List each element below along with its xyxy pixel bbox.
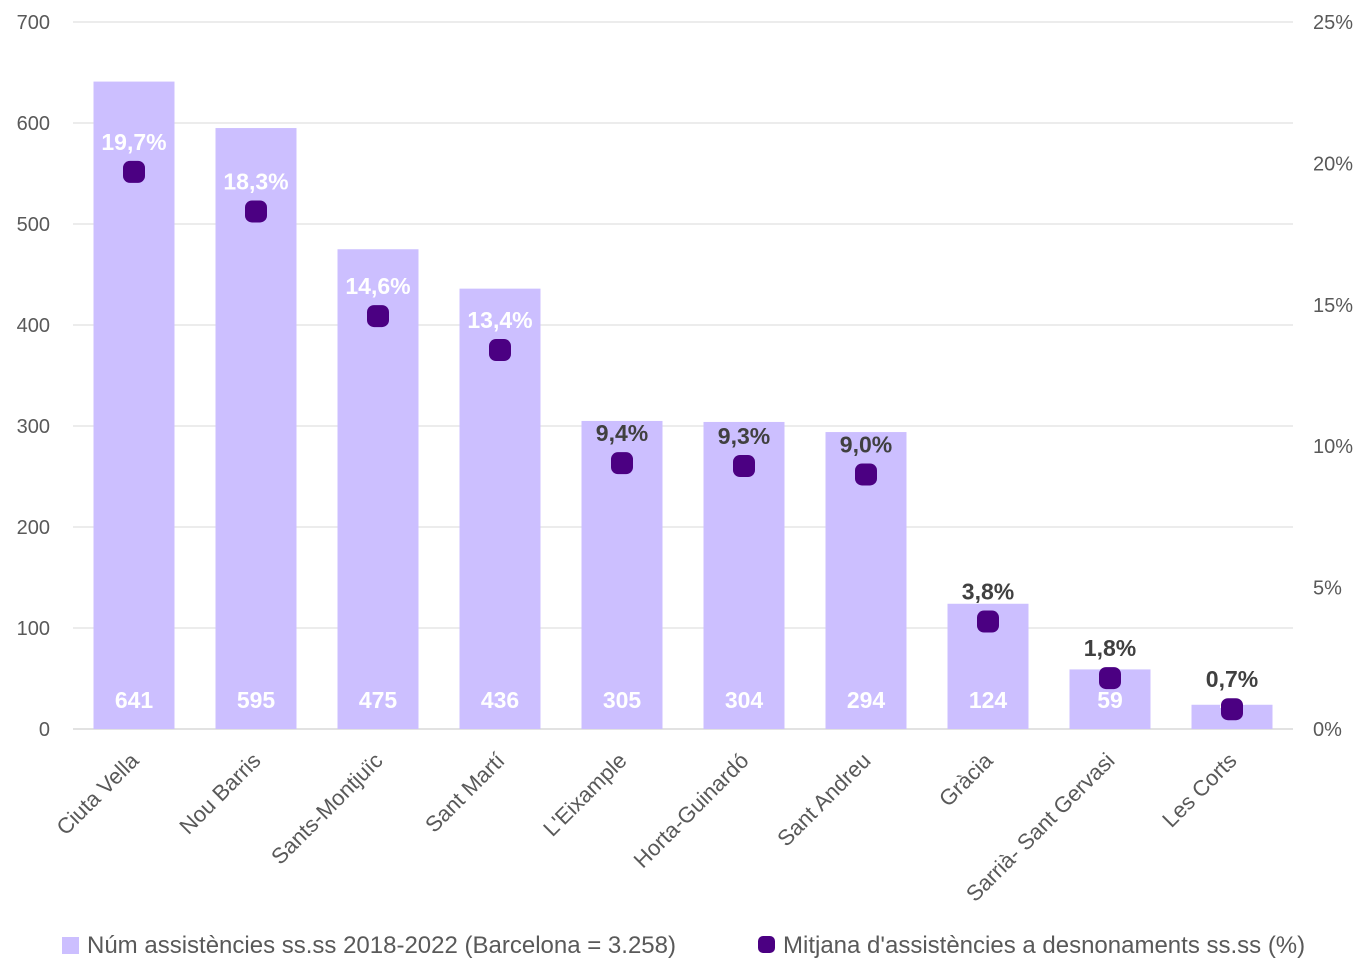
legend-label-bars: Núm assistències ss.ss 2018-2022 (Barcel…	[87, 932, 676, 959]
right-tick-label: 20%	[1313, 153, 1353, 175]
left-tick-label: 300	[17, 416, 50, 438]
left-tick-label: 100	[17, 618, 50, 640]
percentage-label: 9,3%	[718, 423, 770, 449]
right-tick-label: 10%	[1313, 436, 1353, 458]
left-tick-label: 400	[17, 315, 50, 337]
bar	[337, 249, 419, 729]
percentage-label: 19,7%	[101, 129, 166, 155]
right-tick-label: 25%	[1313, 12, 1353, 34]
percentage-marker	[1099, 667, 1121, 690]
percentage-label: 9,4%	[596, 420, 648, 446]
category-label: Sants-Montjuïc	[266, 748, 387, 869]
bar-value-label: 641	[115, 687, 154, 713]
category-label: L'Eixample	[538, 748, 631, 841]
percentage-marker	[855, 463, 877, 486]
percentage-marker	[123, 160, 145, 183]
legend-swatch-bars	[62, 937, 79, 954]
right-axis-ticks: 0% 5% 10% 15% 20% 25%	[1313, 12, 1353, 741]
legend: Núm assistències ss.ss 2018-2022 (Barcel…	[62, 932, 1305, 959]
left-tick-label: 600	[17, 113, 50, 135]
left-tick-label: 200	[17, 517, 50, 539]
bar-value-label: 595	[237, 687, 276, 713]
bar-value-label: 294	[847, 687, 886, 713]
left-tick-label: 700	[17, 12, 50, 34]
bar-value-label: 475	[359, 687, 398, 713]
left-tick-label: 0	[39, 719, 50, 741]
legend-swatch-points	[758, 936, 775, 953]
percentage-label: 18,3%	[223, 168, 288, 194]
left-axis-ticks: 0 100 200 300 400 500 600 700	[17, 12, 50, 741]
percentage-series	[123, 160, 1243, 721]
bar-value-label: 59	[1097, 687, 1123, 713]
bar-value-label: 305	[603, 687, 642, 713]
category-label: Sant Andreu	[772, 748, 875, 851]
percentage-marker	[611, 452, 633, 475]
percentage-label: 1,8%	[1084, 635, 1136, 661]
percentage-label: 0,7%	[1206, 666, 1258, 692]
percentage-marker	[977, 610, 999, 633]
bar-value-label: 436	[481, 687, 519, 713]
percentage-label: 14,6%	[345, 273, 410, 299]
percentage-label: 13,4%	[467, 307, 532, 333]
category-label: Ciuta Vella	[51, 747, 144, 840]
bar-value-label: 124	[969, 687, 1008, 713]
bar-value-label: 304	[725, 687, 764, 713]
bar	[93, 81, 175, 730]
percentage-marker	[245, 200, 267, 223]
percentage-marker	[367, 305, 389, 328]
percentage-marker	[1221, 698, 1243, 721]
percentage-label: 3,8%	[962, 579, 1014, 605]
legend-label-points: Mitjana d'assistències a desnonaments ss…	[783, 932, 1305, 959]
left-tick-label: 500	[17, 214, 50, 236]
category-label: Les Corts	[1157, 748, 1241, 832]
percentage-label: 9,0%	[840, 431, 892, 457]
percentage-marker	[489, 339, 511, 362]
category-label: Gràcia	[934, 747, 998, 811]
category-axis-labels: Ciuta Vella Nou Barris Sants-Montjuïc Sant …	[51, 747, 1241, 906]
category-label: Nou Barris	[174, 748, 265, 839]
percentage-labels: 19,7% 18,3% 14,6% 13,4% 9,4% 9,3% 9,0% 3,8% 1,8%…	[101, 129, 1258, 692]
right-tick-label: 5%	[1313, 578, 1342, 600]
bar	[459, 288, 541, 729]
bar-series	[93, 81, 1273, 730]
bar	[215, 128, 297, 730]
category-label: Sant Martí	[420, 748, 509, 837]
right-tick-label: 15%	[1313, 295, 1353, 317]
category-label: Horta-Guinardó	[629, 748, 754, 873]
right-tick-label: 0%	[1313, 719, 1342, 741]
percentage-marker	[733, 454, 755, 477]
bar-value-labels: 6415954754363053042941245924	[115, 687, 1245, 713]
